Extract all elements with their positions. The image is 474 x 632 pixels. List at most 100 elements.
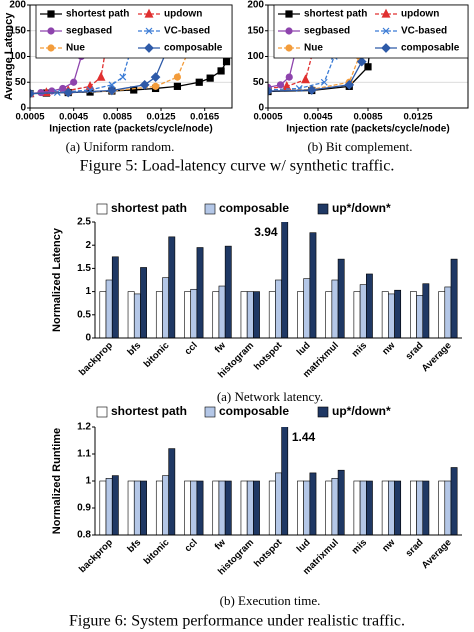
- bar: [365, 480, 373, 535]
- bar: [155, 291, 163, 338]
- bar: [309, 472, 317, 535]
- y-axis-label: Normalized Runtime: [51, 428, 63, 534]
- y-tick-label: 50: [253, 77, 265, 88]
- bar: [127, 480, 135, 535]
- bar: [212, 480, 220, 535]
- marker: [145, 27, 153, 35]
- bar: [127, 291, 135, 338]
- x-axis-label: Injection rate (packets/cycle/node): [49, 124, 212, 135]
- y-tick-label: 1.5: [77, 263, 91, 274]
- y-tick-label: 100: [247, 51, 264, 62]
- marker: [173, 82, 182, 90]
- marker: [173, 73, 182, 81]
- bar: [353, 480, 361, 535]
- legend-label: Nue: [304, 43, 323, 54]
- legend-box: [35, 4, 233, 59]
- bar: [224, 245, 232, 338]
- legend-label: VC-based: [164, 26, 210, 37]
- bar: [365, 273, 373, 338]
- bar: [253, 480, 260, 535]
- legend-label: shortest path: [111, 201, 187, 215]
- bar: [275, 472, 282, 535]
- marker: [206, 74, 214, 82]
- subcaption: (a) Network latency.: [217, 389, 323, 404]
- legend-label: Nue: [66, 43, 85, 54]
- y-tick-label: 2: [85, 240, 91, 251]
- x-tick-label: 0.0125: [146, 112, 176, 123]
- x-tick-label: fw: [213, 340, 229, 356]
- bar: [410, 291, 417, 338]
- legend-label: composable: [219, 404, 289, 418]
- x-tick-label: srad: [404, 340, 426, 362]
- x-tick-label: bitonic: [142, 537, 172, 567]
- bar: [268, 291, 276, 338]
- marker: [381, 43, 391, 53]
- y-tick-label: 150: [247, 25, 264, 36]
- x-tick-label: backprop: [77, 537, 115, 575]
- bar: [275, 279, 282, 338]
- bar: [450, 467, 458, 535]
- subcaption: (b) Execution time.: [220, 593, 321, 608]
- bar: [394, 480, 402, 535]
- bar: [303, 278, 311, 338]
- x-tick-label: bfs: [125, 340, 143, 358]
- legend-label: shortest path: [111, 404, 187, 418]
- x-tick-label: ccl: [183, 537, 200, 554]
- x-tick-label: 0.0125: [403, 112, 433, 123]
- marker: [301, 74, 310, 84]
- bar: [331, 477, 339, 535]
- y-tick-label: 0: [20, 103, 26, 114]
- bar: [388, 480, 395, 535]
- legend-swatch: [96, 406, 108, 418]
- legend-label: segbased: [66, 26, 112, 37]
- value-label: 3.94: [254, 225, 278, 239]
- legend-swatch: [204, 406, 216, 418]
- marker: [222, 58, 231, 66]
- bar: [168, 448, 176, 535]
- y-tick-label: 2.5: [77, 217, 91, 228]
- marker: [47, 27, 55, 35]
- y-tick-label: 100: [9, 51, 26, 62]
- bar: [331, 279, 339, 338]
- marker: [47, 44, 55, 52]
- y-tick-label: 1.1: [77, 449, 91, 460]
- marker: [59, 84, 67, 93]
- legend-label: updown: [401, 9, 439, 20]
- marker: [30, 88, 35, 99]
- marker: [107, 85, 117, 96]
- legend-label: composable: [401, 43, 460, 54]
- legend-label: updown: [164, 9, 202, 20]
- y-tick-label: 200: [9, 0, 26, 11]
- bar: [410, 480, 417, 535]
- bar: [388, 293, 395, 338]
- y-tick-label: 0.9: [77, 503, 91, 514]
- bar: [133, 480, 141, 535]
- marker: [268, 86, 273, 96]
- bar: [155, 480, 163, 535]
- legend-label: VC-based: [401, 26, 447, 37]
- bar: [337, 258, 345, 338]
- marker: [108, 81, 116, 89]
- legend-label: composable: [219, 201, 289, 215]
- bar: [133, 293, 141, 338]
- y-tick-label: 150: [9, 25, 26, 36]
- x-tick-label: 0.0005: [253, 112, 283, 123]
- bar: [212, 291, 220, 338]
- x-tick-label: nw: [380, 340, 398, 358]
- bar: [444, 480, 452, 535]
- bar: [416, 295, 424, 338]
- bar: [218, 285, 226, 338]
- x-tick-label: nw: [380, 537, 398, 555]
- bar: [162, 475, 169, 535]
- bar: [105, 477, 113, 535]
- bar: [196, 480, 204, 535]
- bar: [111, 256, 119, 338]
- bar: [184, 480, 192, 535]
- marker: [381, 8, 391, 18]
- x-tick-label: ccl: [183, 340, 200, 357]
- marker: [96, 71, 106, 81]
- legend-label: composable: [164, 43, 223, 54]
- bar: [394, 289, 402, 338]
- bar: [190, 480, 198, 535]
- marker: [306, 85, 317, 95]
